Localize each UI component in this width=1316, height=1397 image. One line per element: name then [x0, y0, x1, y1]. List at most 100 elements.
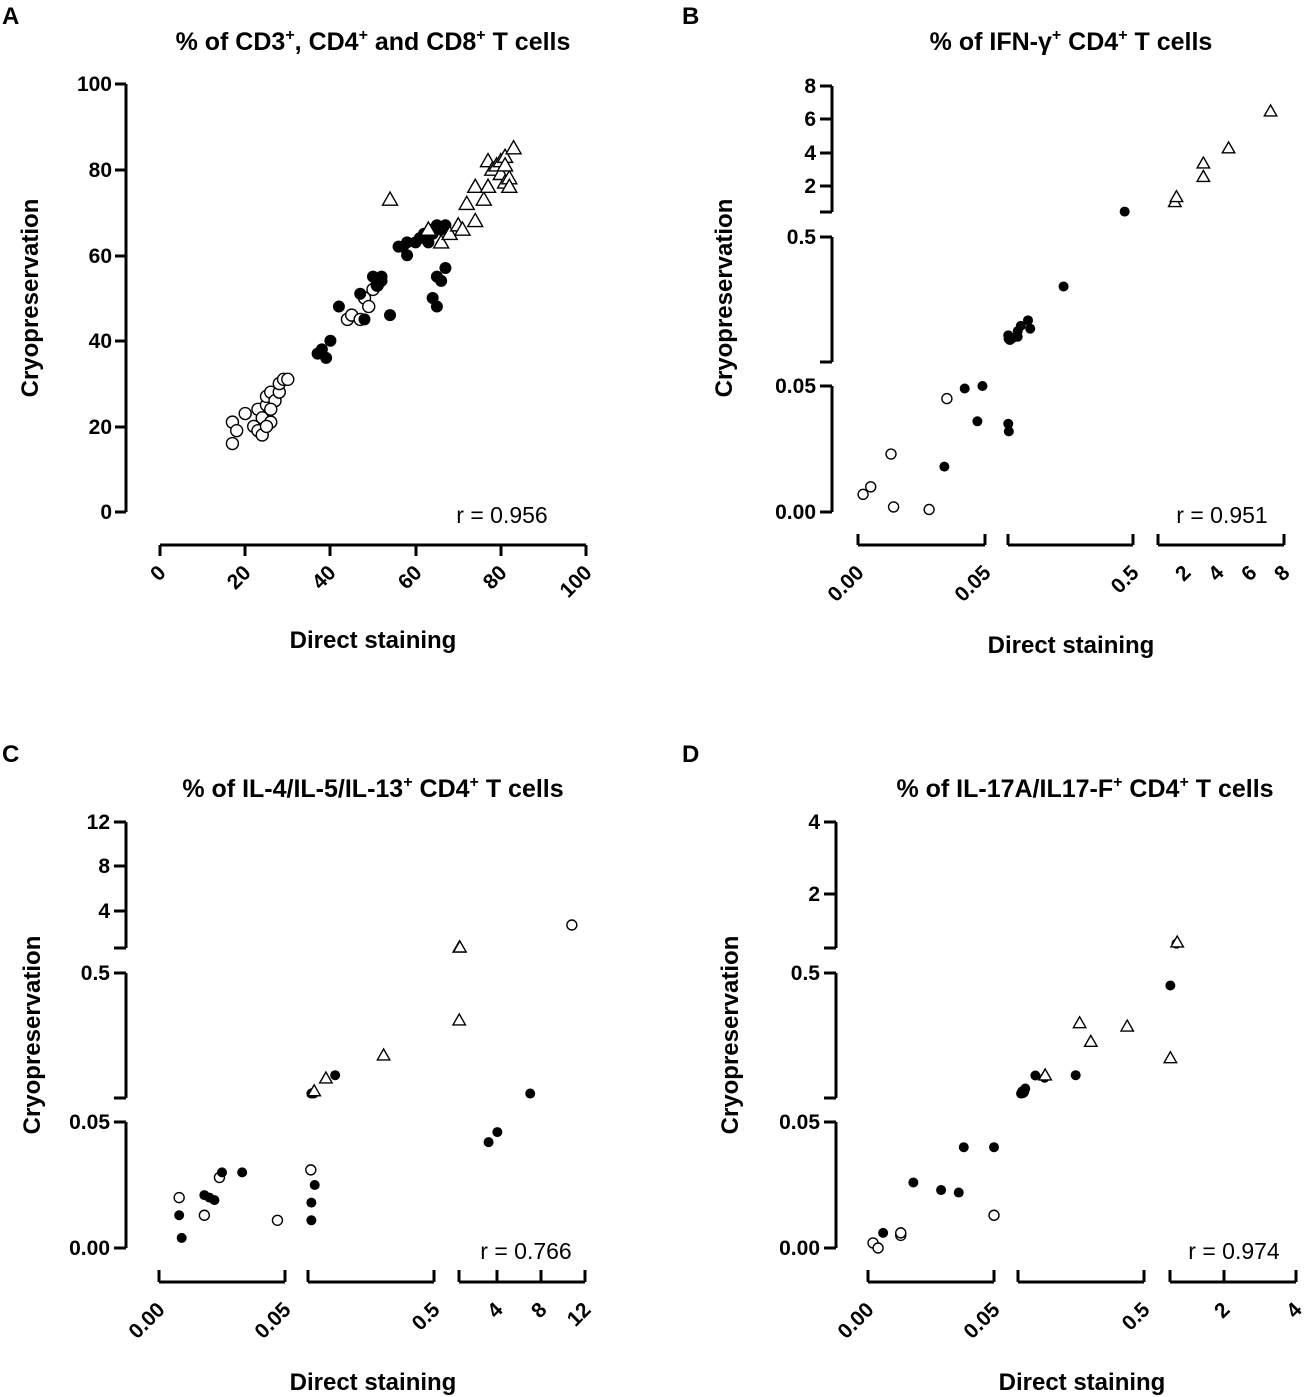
x-tick-label: 4 [1204, 561, 1229, 586]
x-tick-label: 4 [1282, 1298, 1307, 1323]
x-tick-label: 80 [479, 561, 512, 594]
filled-circle-point [989, 1142, 999, 1153]
panel-title: % of IL-4/IL-5/IL-13+ CD4+ T cells [182, 774, 563, 803]
y-axis [114, 820, 128, 1250]
y-tick-label: 0.05 [779, 1111, 820, 1134]
open-triangle-point [419, 220, 438, 236]
panel-letter: A [2, 3, 19, 30]
filled-circle-point [375, 274, 388, 287]
panel-title: % of IL-17A/IL17-F+ CD4+ T cells [896, 774, 1273, 803]
x-tick-label: 0.05 [959, 1298, 1004, 1343]
x-axis [158, 543, 588, 556]
open-triangle-point [504, 139, 523, 155]
filled-circle-point [958, 1142, 969, 1153]
correlation-label: r = 0.956 [456, 502, 547, 528]
filled-circle-point [1004, 335, 1015, 346]
y-axis-label: Cryopreservation [717, 936, 744, 1135]
y-tick-label: 60 [89, 245, 112, 268]
open-triangle-point [1037, 1067, 1053, 1081]
filled-circle-point [936, 1185, 947, 1196]
panel-c: C % of IL-4/IL-5/IL-13+ CD4+ T cells Cry… [2, 741, 596, 1396]
y-tick-label: 0.5 [787, 226, 817, 249]
x-tick-label: 20 [223, 561, 256, 594]
filled-circle-point [1025, 323, 1036, 334]
x-tick-label: 40 [308, 561, 341, 594]
x-tick-label: 60 [394, 561, 427, 594]
x-tick-label: 0.05 [250, 1298, 295, 1343]
open-circle-point [238, 406, 252, 421]
open-circle-point [225, 436, 240, 451]
x-axis [866, 1270, 1298, 1284]
filled-circle-point [1003, 418, 1014, 429]
y-tick-label: 0.5 [81, 962, 111, 985]
y-tick-label: 4 [98, 900, 110, 923]
open-triangle-point [381, 190, 399, 206]
filled-circle-point [430, 300, 443, 313]
filled-circle-point [1165, 980, 1176, 991]
filled-circle-point [972, 416, 983, 427]
open-circle-point [173, 1191, 185, 1204]
open-circle-point [281, 372, 295, 387]
open-circle-point [305, 1164, 317, 1176]
y-tick-label: 0.05 [775, 375, 816, 398]
open-triangle-point [453, 220, 472, 236]
panel-title: % of CD3+, CD4+ and CD8+ T cells [176, 27, 571, 56]
y-tick-labels: 0 20 40 60 80 100 [77, 73, 112, 524]
correlation-label: r = 0.974 [1188, 1238, 1280, 1264]
open-triangle-point [1195, 155, 1211, 169]
x-axis-label: Direct staining [988, 632, 1155, 659]
x-tick-labels: 0 20 40 60 80 100 [146, 561, 597, 602]
open-circle-point [362, 299, 376, 314]
y-tick-label: 40 [89, 330, 112, 353]
open-triangle-point [1072, 1015, 1088, 1029]
y-tick-label: 0.00 [69, 1237, 110, 1260]
y-axis [820, 84, 834, 514]
x-tick-labels: 0.00 0.05 0.5 4 8 12 [124, 1298, 595, 1343]
filled-circle-point [953, 1187, 964, 1198]
y-tick-label: 0.00 [775, 501, 816, 524]
filled-circle-point [1070, 1070, 1081, 1081]
x-tick-labels: 0.00 0.05 0.5 2 4 [833, 1298, 1306, 1343]
filled-circle-point [977, 381, 988, 391]
open-triangle-point [1169, 934, 1185, 948]
x-axis-label: Direct staining [999, 1369, 1166, 1396]
open-triangle-point [458, 194, 476, 211]
filled-circle-point [1015, 320, 1026, 331]
open-triangle-point [451, 1012, 467, 1026]
open-triangle-point [479, 177, 497, 194]
open-circle-point [885, 448, 897, 460]
filled-circle-point [959, 383, 970, 394]
filled-circle-point [332, 300, 345, 313]
open-circle-point [857, 488, 869, 501]
y-tick-label: 0.5 [791, 962, 821, 985]
filled-circle-point [324, 334, 337, 347]
y-tick-label: 100 [77, 73, 112, 96]
correlation-label: r = 0.766 [480, 1238, 571, 1264]
open-circle-point [887, 501, 900, 513]
filled-circle-point [878, 1227, 889, 1238]
open-circle-point [259, 419, 274, 434]
x-tick-label: 12 [563, 1298, 596, 1331]
y-tick-label: 80 [89, 159, 112, 182]
x-tick-label: 0 [146, 561, 171, 586]
filled-circle-point [1119, 206, 1130, 217]
x-tick-label: 0.00 [833, 1298, 878, 1343]
filled-circle-point [1023, 315, 1033, 326]
open-triangle-point [452, 939, 468, 953]
open-circle-point [941, 392, 953, 405]
x-axis-label: Direct staining [290, 627, 457, 654]
y-tick-label: 8 [98, 855, 110, 878]
open-circle-point [872, 1242, 884, 1254]
y-tick-labels: 0.00 0.05 0.5 4 8 12 [69, 811, 110, 1260]
y-tick-label: 4 [804, 142, 816, 165]
open-triangle-point [1119, 1018, 1135, 1032]
x-tick-label: 6 [1237, 561, 1262, 586]
y-tick-label: 8 [804, 75, 816, 98]
x-axis [856, 534, 1286, 547]
x-tick-labels: 0.00 0.05 0.5 2 4 6 8 [823, 561, 1294, 606]
open-circle-point [988, 1209, 1000, 1221]
filled-circle-point [1030, 1070, 1041, 1081]
filled-circle-point [435, 274, 448, 287]
x-tick-label: 8 [1270, 561, 1295, 586]
filled-circle-point [237, 1167, 248, 1178]
